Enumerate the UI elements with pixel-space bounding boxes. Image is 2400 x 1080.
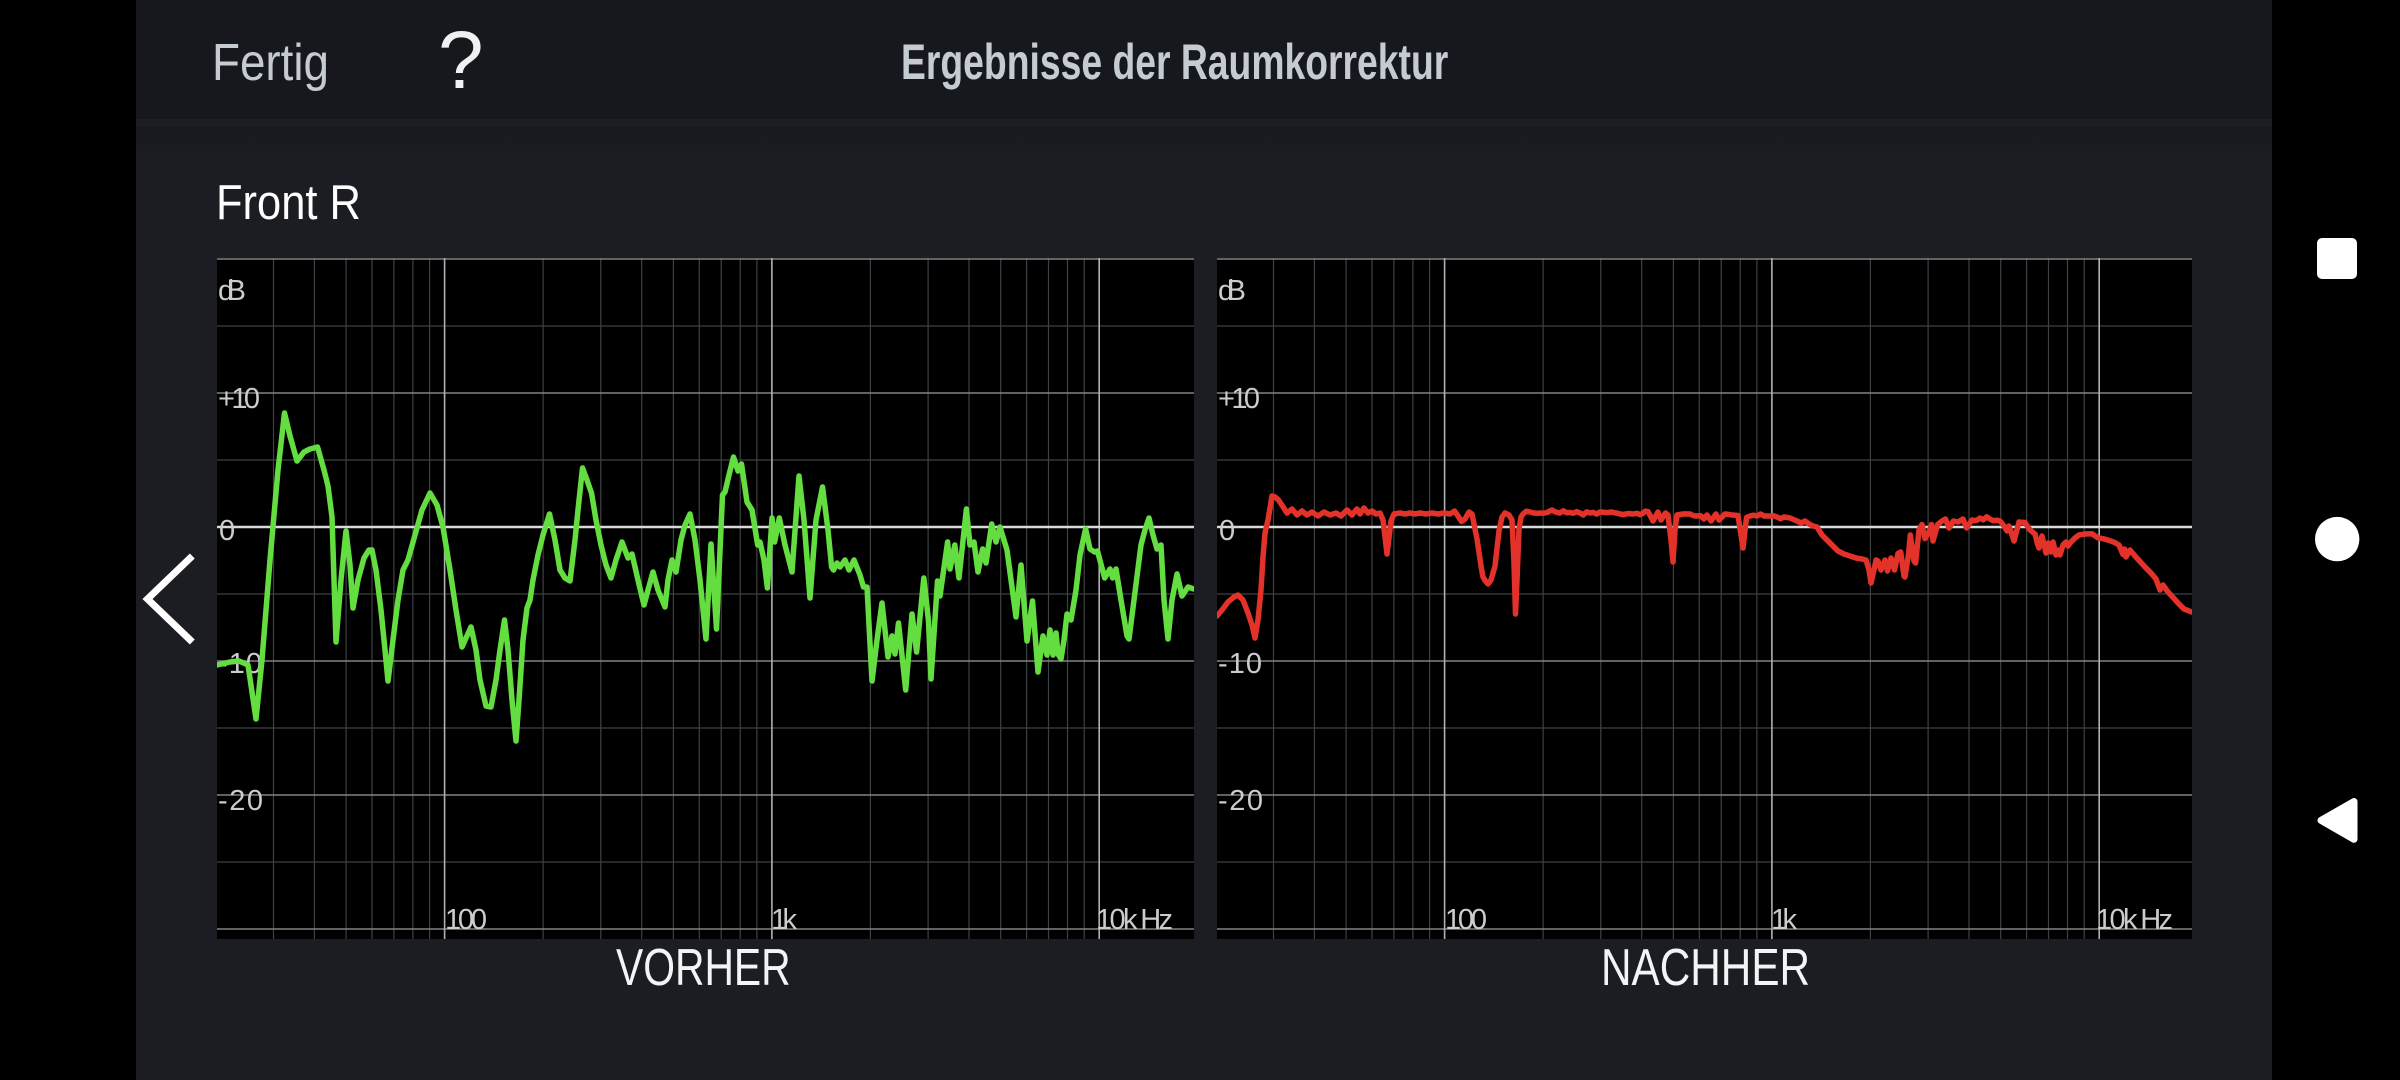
- svg-text:10k Hz: 10k Hz: [2096, 904, 2173, 936]
- svg-text:-20: -20: [1218, 785, 1263, 817]
- svg-text:+10: +10: [1218, 383, 1260, 415]
- svg-text:dB: dB: [218, 275, 246, 307]
- svg-text:1k: 1k: [771, 904, 798, 936]
- svg-text:+10: +10: [218, 383, 260, 415]
- svg-text:dB: dB: [1218, 275, 1246, 307]
- svg-text:0: 0: [219, 515, 235, 547]
- svg-text:0: 0: [1219, 515, 1235, 547]
- svg-text:100: 100: [445, 904, 487, 936]
- svg-text:-10: -10: [1218, 648, 1262, 680]
- svg-text:100: 100: [1445, 904, 1487, 936]
- svg-text:1k: 1k: [1771, 904, 1798, 936]
- svg-text:10k Hz: 10k Hz: [1096, 904, 1173, 936]
- svg-text:-20: -20: [218, 785, 263, 817]
